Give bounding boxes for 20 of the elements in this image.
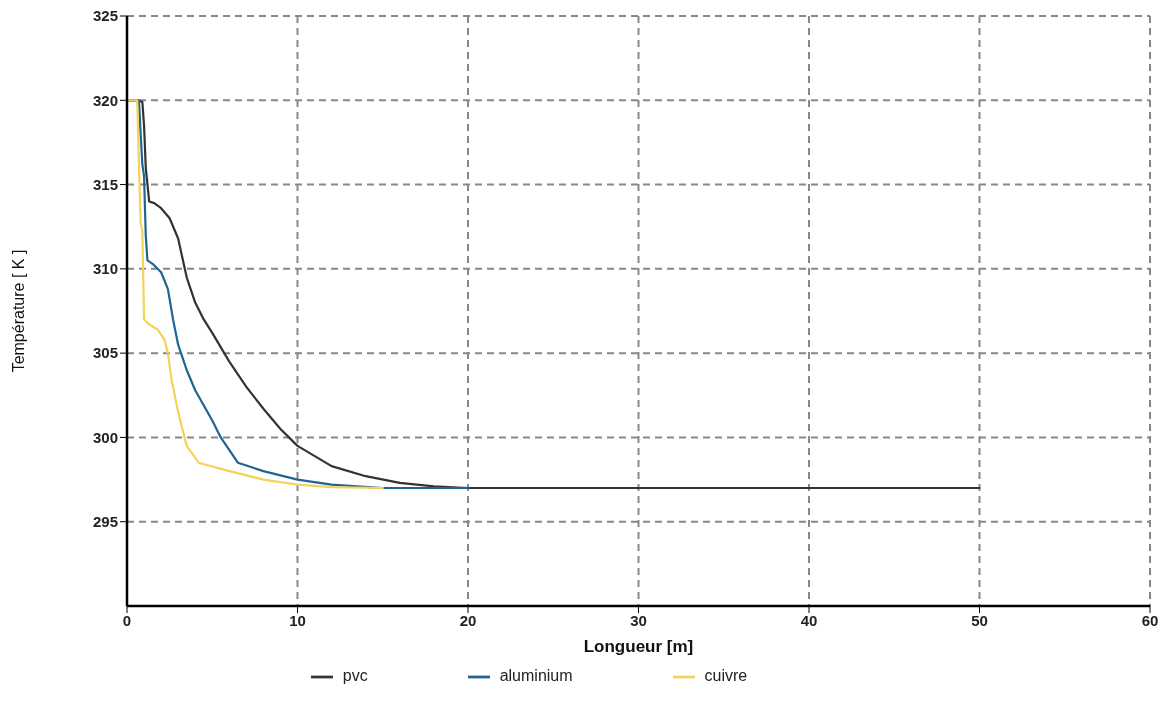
legend-label: pvc	[342, 667, 368, 685]
x-tick-label: 20	[459, 611, 477, 629]
x-tick-label: 0	[122, 611, 132, 629]
y-tick-label: 320	[92, 91, 118, 109]
y-tick-label: 295	[92, 513, 118, 531]
x-axis-title: Longueur [m]	[583, 637, 694, 656]
x-tick-label: 50	[971, 611, 988, 629]
y-axis-title: Température [ K ]	[9, 249, 27, 373]
legend-label: aluminium	[499, 667, 573, 685]
line-series	[127, 99, 384, 490]
x-tick-label: 30	[630, 611, 647, 629]
x-tick-label: 60	[1141, 611, 1159, 629]
y-tick-label: 325	[92, 7, 118, 25]
x-tick-label: 40	[800, 611, 818, 629]
y-tick-label: 300	[92, 428, 118, 446]
y-tick-label: 310	[92, 260, 118, 278]
legend-label: cuivre	[704, 667, 748, 685]
y-tick-label: 305	[92, 344, 118, 362]
x-tick-label: 10	[289, 611, 306, 629]
y-tick-label: 315	[92, 175, 118, 193]
